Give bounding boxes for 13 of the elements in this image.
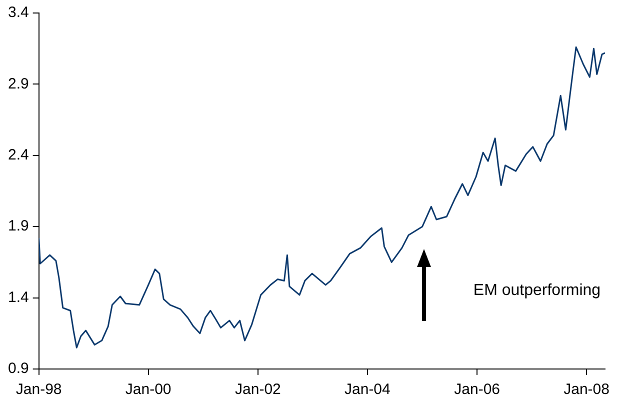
annotation: EM outperforming — [472, 281, 602, 301]
y-tick-label: 0.9 — [8, 360, 29, 378]
y-tick-label: 2.9 — [8, 75, 29, 92]
x-tick-label: Jan-98 — [16, 381, 62, 398]
x-tick-label: Jan-06 — [454, 381, 500, 398]
y-tick-label: 3.4 — [8, 4, 29, 22]
y-tick-label: 1.4 — [8, 288, 29, 306]
x-tick-label: Jan-00 — [125, 381, 172, 398]
x-tick-label: Jan-04 — [344, 381, 390, 398]
y-tick-label: 2.4 — [8, 146, 29, 164]
x-tick-label: Jan-02 — [235, 381, 281, 398]
x-tick-label: Jan-08 — [564, 381, 610, 398]
y-tick-label: 1.9 — [8, 218, 29, 235]
